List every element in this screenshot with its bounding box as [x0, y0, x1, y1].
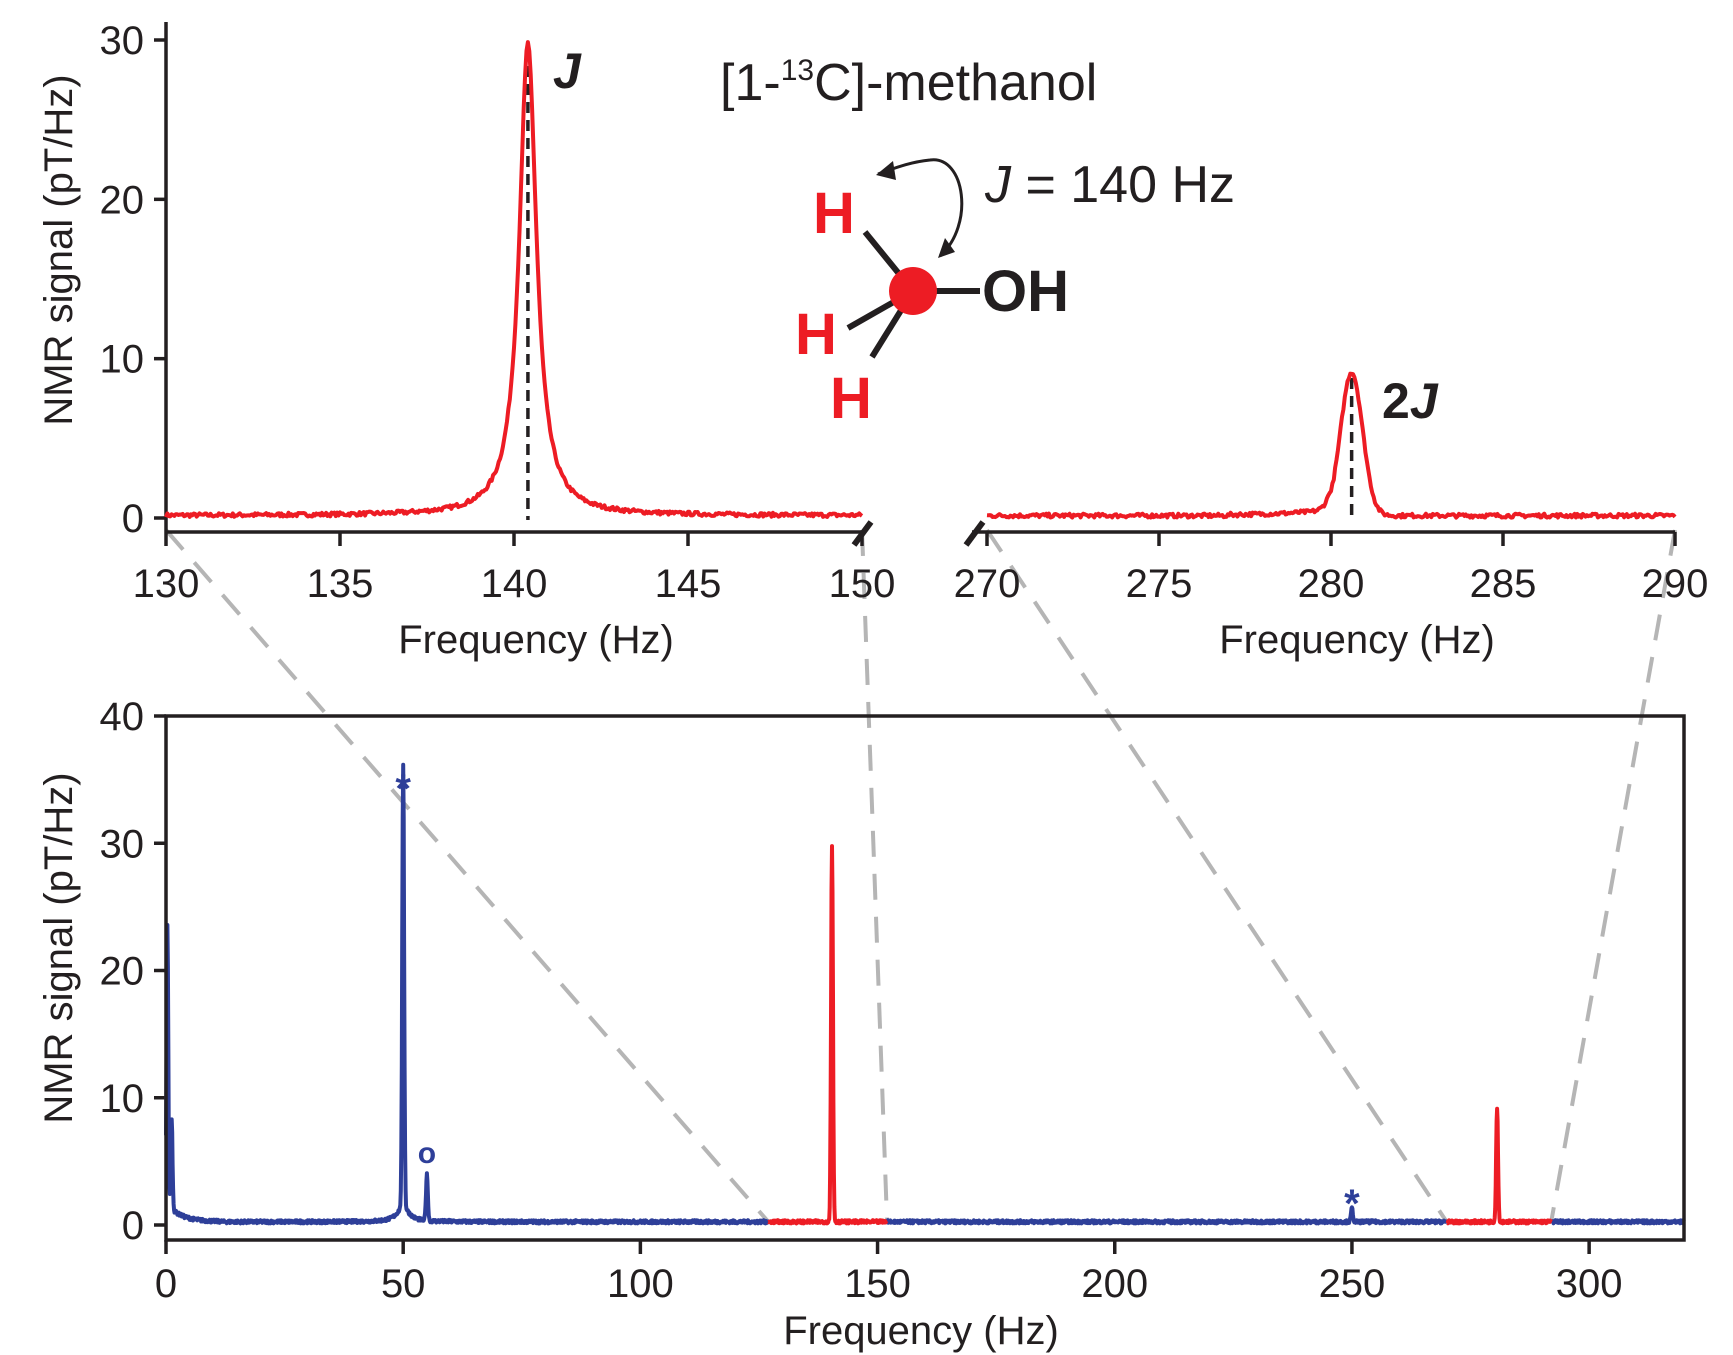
- bt-y-tick-label: 20: [100, 950, 145, 994]
- tl-y-tick-label: 0: [122, 497, 144, 541]
- bt-x-tick-label: 50: [381, 1262, 426, 1306]
- tl-x-tick-label: 145: [655, 562, 722, 606]
- tl-x-tick-label: 140: [481, 562, 548, 606]
- coupling-j: J: [984, 156, 1012, 214]
- bt-x-tick-label: 100: [607, 1262, 674, 1306]
- tr-x-tick-label: 285: [1470, 562, 1537, 606]
- bt-x-tick-label: 150: [844, 1262, 911, 1306]
- bt-sample-segment: [1445, 1106, 1553, 1226]
- tr-x-tick-label: 290: [1642, 562, 1709, 606]
- coupling-arrowhead-bottom: [938, 238, 955, 258]
- hydrogen-atom-2: H: [795, 302, 837, 367]
- bt-x-tick-label: 0: [155, 1262, 177, 1306]
- zoom-guide-line: [860, 529, 890, 1223]
- hydrogen-atom-1: H: [813, 181, 855, 246]
- top-right-panel: 270 275 280 285 290 Frequency (Hz): [954, 371, 1709, 662]
- twoj-num: 2: [1382, 373, 1410, 429]
- tl-y-tick-label: 30: [100, 19, 145, 63]
- tr-x-ticks: 270 275 280 285 290: [954, 532, 1709, 606]
- zoom-guide-line: [985, 528, 1449, 1224]
- bt-star-marker-50: *: [395, 767, 411, 811]
- tl-y-tick-label: 10: [100, 338, 145, 382]
- twoj-peak-label: 2J: [1382, 373, 1439, 429]
- bt-y-tick-label: 10: [100, 1077, 145, 1121]
- tl-x-axis-title: Frequency (Hz): [398, 618, 674, 662]
- bt-circle-marker-55: o: [418, 1137, 436, 1170]
- bt-background-segment: [164, 762, 771, 1226]
- twoj-j: J: [1410, 373, 1439, 429]
- zoom-guide-lines: [164, 528, 1677, 1224]
- compound-prefix: [1-: [720, 54, 781, 112]
- bt-x-axis-title: Frequency (Hz): [783, 1309, 1059, 1353]
- hydrogen-atom-3: H: [830, 366, 872, 431]
- tr-spectrum-line: [986, 371, 1677, 520]
- tr-x-axis-title: Frequency (Hz): [1219, 618, 1495, 662]
- coupling-constant: J = 140 Hz: [984, 156, 1235, 214]
- tr-x-tick-label: 270: [954, 562, 1021, 606]
- bt-spectrum-lines: [164, 762, 1686, 1226]
- carbon-13-atom: [889, 267, 937, 315]
- tl-y-ticks: 0 10 20 30: [100, 19, 166, 541]
- annotations: J [1-13C]-methanol J = 140 Hz 2J H H H O…: [553, 43, 1439, 431]
- tr-axis-break: [963, 520, 986, 547]
- bt-x-ticks: 0 50 100 150 200 250 300: [155, 1240, 1623, 1306]
- bt-y-tick-label: 0: [122, 1204, 144, 1248]
- compound-suffix: C]-methanol: [814, 54, 1097, 112]
- bt-y-axis-title: NMR signal (pT/Hz): [37, 772, 81, 1123]
- tl-spectrum-line: [164, 40, 864, 519]
- bt-background-segment: [885, 1205, 1449, 1226]
- compound-name: [1-13C]-methanol: [720, 54, 1097, 112]
- methanol-molecule: H H H OH: [795, 158, 1069, 431]
- tl-x-tick-label: 130: [133, 562, 200, 606]
- tl-y-tick-label: 20: [100, 178, 145, 222]
- bt-x-tick-label: 300: [1556, 1262, 1623, 1306]
- coupling-arrow: [877, 158, 964, 258]
- tr-x-tick-label: 275: [1126, 562, 1193, 606]
- tr-x-tick-label: 280: [1298, 562, 1365, 606]
- coupling-arrowhead-top: [876, 161, 896, 180]
- zoom-guide-line: [164, 528, 770, 1224]
- hydroxyl-group: OH: [982, 259, 1069, 324]
- bt-y-ticks: 0 10 20 30 40: [100, 695, 166, 1248]
- zoom-guide-line: [1549, 529, 1677, 1223]
- compound-isotope: 13: [781, 54, 814, 87]
- bt-y-tick-label: 40: [100, 695, 145, 739]
- tl-y-axis-title: NMR signal (pT/Hz): [37, 74, 81, 425]
- bottom-panel: 0 10 20 30 40 0 50 100 150 200 250 300 * o * Frequ…: [37, 695, 1686, 1353]
- j-peak-label: J: [553, 43, 582, 99]
- tl-axis-break: [851, 520, 874, 547]
- bt-star-marker-250: *: [1344, 1182, 1360, 1226]
- tl-x-ticks: 130 135 140 145 150: [133, 532, 896, 606]
- top-left-panel: 0 10 20 30 130 135 140 145 150 Frequency (Hz) N…: [37, 19, 895, 662]
- coupling-value: = 140 Hz: [1011, 156, 1235, 214]
- bt-x-tick-label: 200: [1081, 1262, 1148, 1306]
- bt-y-tick-label: 30: [100, 822, 145, 866]
- tl-x-tick-label: 150: [829, 562, 896, 606]
- bt-background-segment: [1549, 1218, 1686, 1226]
- bt-frame: [164, 714, 1686, 1242]
- bt-sample-segment: [766, 844, 889, 1226]
- bt-x-tick-label: 250: [1319, 1262, 1386, 1306]
- tl-x-tick-label: 135: [307, 562, 374, 606]
